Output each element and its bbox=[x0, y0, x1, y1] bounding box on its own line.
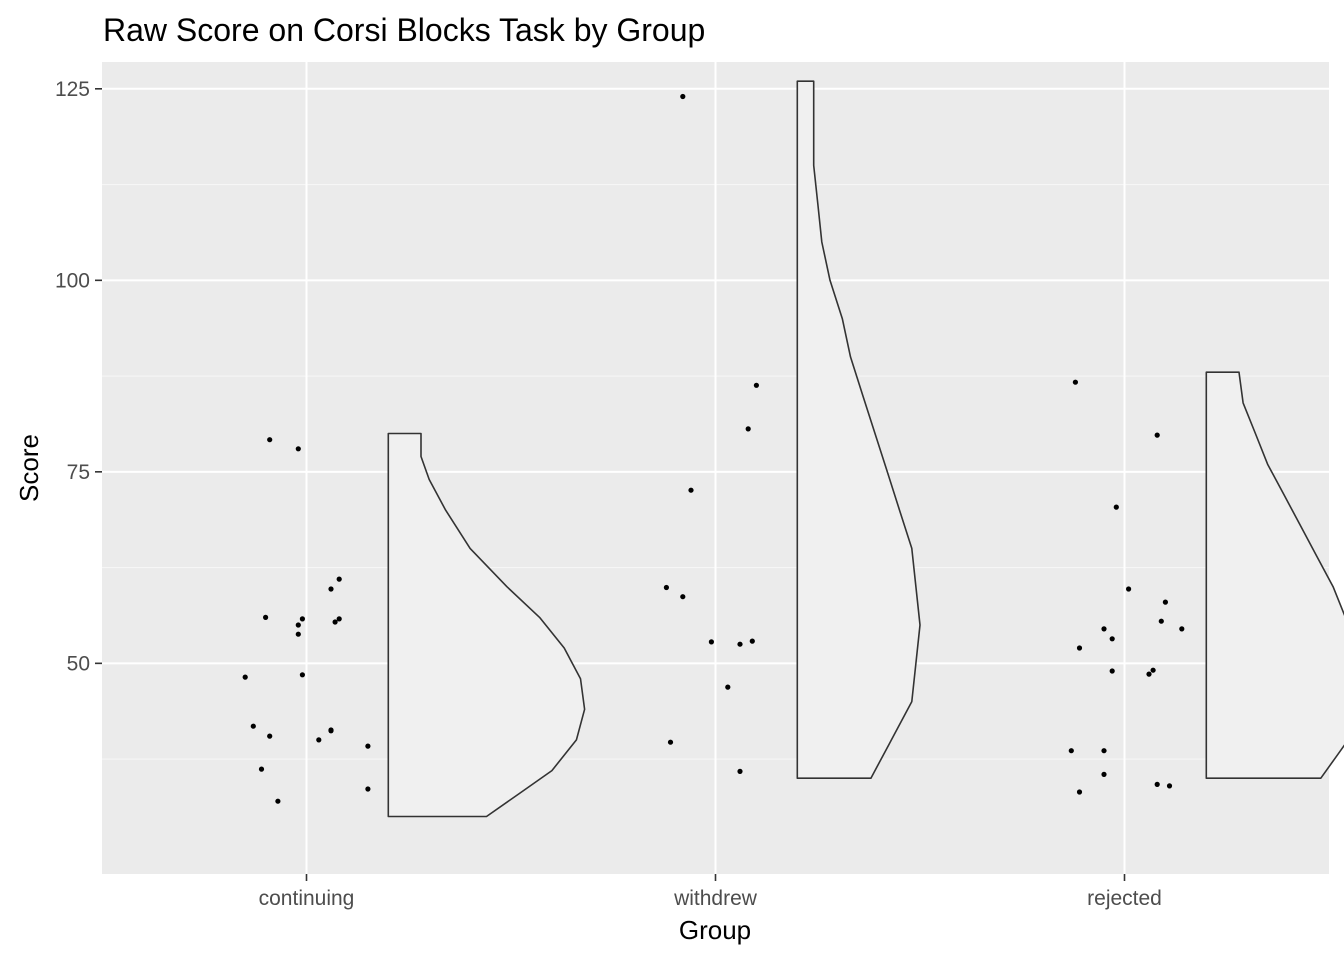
violin-layer bbox=[387, 80, 1344, 818]
data-point-rejected bbox=[1072, 379, 1078, 385]
data-point-rejected bbox=[1126, 586, 1132, 592]
data-point-rejected bbox=[1076, 789, 1083, 795]
data-point-continuing bbox=[295, 446, 301, 452]
chart-title: Raw Score on Corsi Blocks Task by Group bbox=[103, 12, 705, 48]
data-point-rejected bbox=[1154, 432, 1160, 438]
point-layer bbox=[242, 93, 1185, 804]
y-tick-label: 100 bbox=[55, 269, 90, 292]
x-tick-label-continuing: continuing bbox=[259, 887, 355, 910]
data-point-withdrew bbox=[708, 639, 715, 645]
y-axis: 50 75 100 125 bbox=[55, 78, 102, 675]
data-point-continuing bbox=[263, 614, 269, 621]
data-point-continuing bbox=[299, 616, 305, 622]
data-point-withdrew bbox=[680, 594, 686, 600]
violin-continuing bbox=[387, 432, 586, 818]
data-point-continuing bbox=[365, 786, 371, 792]
y-axis-title: Score bbox=[14, 434, 44, 502]
data-point-rejected bbox=[1146, 671, 1152, 677]
data-point-continuing bbox=[267, 733, 273, 739]
data-point-withdrew bbox=[667, 739, 674, 745]
x-axis: continuing withdrew rejected bbox=[259, 874, 1162, 910]
data-point-continuing bbox=[267, 437, 273, 443]
x-axis-title: Group bbox=[679, 915, 751, 945]
data-point-withdrew bbox=[680, 93, 686, 100]
data-point-rejected bbox=[1154, 781, 1160, 788]
data-point-withdrew bbox=[749, 638, 755, 644]
y-tick-label: 125 bbox=[55, 78, 90, 101]
data-point-continuing bbox=[336, 616, 342, 622]
data-point-continuing bbox=[365, 743, 371, 749]
major-gridlines bbox=[102, 62, 1329, 874]
data-point-rejected bbox=[1162, 599, 1168, 605]
data-point-continuing bbox=[242, 674, 248, 680]
data-point-rejected bbox=[1101, 626, 1107, 632]
data-point-continuing bbox=[275, 798, 281, 804]
data-point-rejected bbox=[1166, 783, 1173, 789]
data-point-continuing bbox=[332, 619, 338, 625]
violin-rejected bbox=[1205, 371, 1344, 779]
data-point-continuing bbox=[316, 737, 322, 743]
data-point-rejected bbox=[1158, 618, 1164, 624]
data-point-rejected bbox=[1113, 504, 1119, 510]
data-point-withdrew bbox=[753, 382, 760, 388]
y-tick-label: 75 bbox=[67, 461, 90, 484]
data-point-rejected bbox=[1109, 636, 1115, 642]
x-tick-label-rejected: rejected bbox=[1087, 887, 1162, 910]
data-point-continuing bbox=[328, 586, 334, 592]
data-point-withdrew bbox=[663, 584, 670, 591]
data-point-continuing bbox=[328, 727, 334, 733]
data-point-withdrew bbox=[737, 641, 743, 647]
data-point-rejected bbox=[1150, 667, 1156, 673]
data-point-continuing bbox=[250, 723, 256, 729]
data-point-continuing bbox=[258, 766, 265, 772]
data-point-withdrew bbox=[737, 768, 743, 775]
data-point-rejected bbox=[1068, 748, 1074, 754]
data-point-continuing bbox=[299, 672, 305, 678]
data-point-withdrew bbox=[688, 487, 694, 493]
data-point-rejected bbox=[1179, 626, 1185, 632]
y-tick-label: 50 bbox=[67, 652, 90, 675]
data-point-continuing bbox=[295, 631, 301, 637]
data-point-withdrew bbox=[725, 684, 731, 690]
data-point-continuing bbox=[336, 576, 342, 582]
data-point-rejected bbox=[1101, 771, 1107, 778]
data-point-rejected bbox=[1076, 645, 1083, 651]
data-point-withdrew bbox=[745, 426, 751, 432]
data-point-continuing bbox=[295, 622, 301, 628]
data-point-rejected bbox=[1101, 748, 1107, 754]
violin-withdrew bbox=[796, 80, 921, 779]
x-tick-label-withdrew: withdrew bbox=[673, 887, 758, 910]
data-point-rejected bbox=[1109, 668, 1115, 674]
